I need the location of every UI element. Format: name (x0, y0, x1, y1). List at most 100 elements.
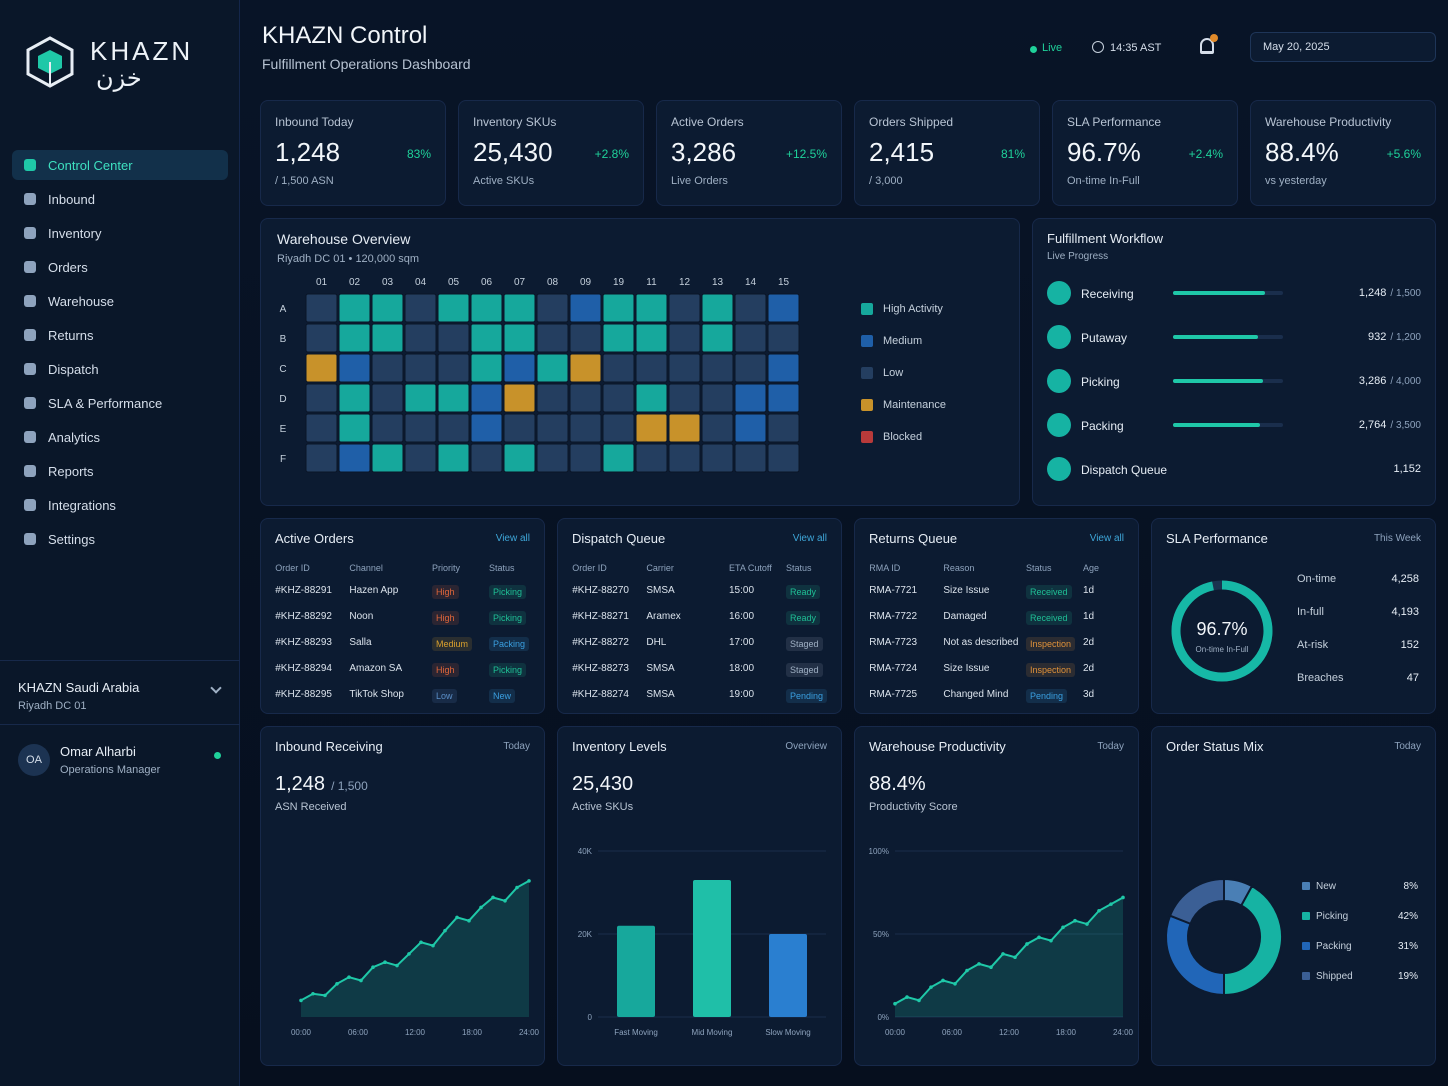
status-badge: Staged (786, 637, 823, 651)
legend-swatch (861, 335, 873, 347)
chart-card: Inbound Receiving Today 1,248 / 1,500 ASN Re… (260, 726, 545, 1066)
legend-label: New (1316, 881, 1337, 892)
heatmap-cell (305, 383, 338, 413)
heatmap-cell (503, 293, 536, 323)
status-badge: High (432, 585, 459, 599)
nav-item[interactable]: SLA & Performance (12, 388, 228, 418)
status-badge: Picking (489, 611, 527, 625)
column-label: 12 (679, 277, 691, 288)
step-total: / 1,500 (1390, 288, 1421, 299)
current-time: 14:35 AST (1110, 42, 1162, 54)
table-cell: #KHZ-88272 (572, 637, 629, 648)
step-total: / 1,200 (1390, 332, 1421, 343)
chart: 100% 50% 0% 00:00 06:00 12:00 18:00 24:00 (869, 847, 1134, 1037)
kpi-change: +2.8% (594, 147, 629, 161)
column-label: 01 (316, 277, 328, 288)
date-picker[interactable]: May 20, 2025 (1250, 32, 1436, 62)
gauge-arc (1171, 580, 1273, 682)
status-badge: Packing (489, 637, 530, 651)
stat-value: 47 (1406, 672, 1419, 684)
heatmap-cell (404, 413, 437, 443)
status-badge: Staged (786, 663, 823, 677)
nav-item[interactable]: Dispatch (12, 354, 228, 384)
legend-label: Picking (1316, 911, 1348, 922)
kpi-sub: Active SKUs (473, 175, 535, 187)
card-subtitle: Riyadh DC 01 • 120,000 sqm (277, 253, 420, 265)
progress-bar (1173, 335, 1259, 339)
view-all-link[interactable]: View all (495, 533, 530, 544)
heatmap-cell (635, 293, 668, 323)
heatmap-cell (635, 353, 668, 383)
table-cell: Damaged (943, 611, 987, 622)
nav-label: Settings (48, 532, 95, 547)
point (1109, 902, 1113, 906)
status-badge: Pending (1026, 689, 1068, 703)
page-subtitle: Fulfillment Operations Dashboard (262, 56, 471, 72)
table-cell: SMSA (646, 663, 675, 674)
legend-swatch (861, 431, 873, 443)
point (371, 965, 375, 969)
nav-item[interactable]: Control Center (12, 150, 228, 180)
table-cell: #KHZ-88273 (572, 663, 629, 674)
point (1097, 908, 1101, 913)
heatmap-cell (701, 293, 734, 323)
point (1025, 942, 1029, 946)
nav-item[interactable]: Orders (12, 252, 228, 282)
point (977, 962, 981, 966)
step-icon (1047, 325, 1071, 349)
heatmap-cell (536, 293, 569, 323)
table-cell: Amazon SA (349, 663, 403, 674)
x-tick-label: 12:00 (999, 1028, 1020, 1037)
nav-item[interactable]: Inbound (12, 184, 228, 214)
table-cell: RMA-7724 (869, 663, 918, 674)
view-all-link[interactable]: View all (1089, 533, 1124, 544)
nav-icon (24, 261, 36, 273)
nav-item[interactable]: Settings (12, 524, 228, 554)
view-all-link[interactable]: View all (792, 533, 827, 544)
heatmap-cell (602, 293, 635, 323)
kpi-change: +5.6% (1386, 147, 1421, 161)
kpi-label: SLA Performance (1067, 115, 1162, 129)
headline-caption: Productivity Score (869, 801, 958, 813)
heatmap-cell (470, 353, 503, 383)
kpi-card: Inventory SKUs 25,430 Active SKUs +2.8% (458, 100, 644, 206)
status-badge: Pending (786, 689, 828, 703)
column-label: 03 (382, 277, 394, 288)
heatmap-cell (668, 443, 701, 473)
column-header: Reason (943, 563, 975, 573)
nav-item[interactable]: Analytics (12, 422, 228, 452)
status-badge: Inspection (1026, 663, 1076, 677)
column-label: 06 (481, 277, 493, 288)
line (894, 896, 1124, 1005)
point (311, 991, 315, 996)
step-count: 1,248/ 1,500 (1359, 287, 1421, 299)
status-badge: Ready (786, 585, 821, 599)
nav-item[interactable]: Inventory (12, 218, 228, 248)
kpi-value: 1,248 (275, 137, 341, 167)
nav-item[interactable]: Reports (12, 456, 228, 486)
x-tick-label: 00:00 (885, 1028, 906, 1037)
org-switch[interactable] (210, 682, 222, 694)
nav-item[interactable]: Returns (12, 320, 228, 350)
nav-item[interactable]: Integrations (12, 490, 228, 520)
nav-label: Orders (48, 260, 88, 275)
notifications[interactable] (1200, 38, 1214, 54)
heatmap-cell (767, 353, 800, 383)
legend-swatch (1302, 972, 1310, 980)
kpi-label: Warehouse Productivity (1265, 115, 1392, 129)
point (455, 915, 459, 920)
nav-icon (24, 533, 36, 545)
table-cell: #KHZ-88270 (572, 585, 629, 596)
date-label: May 20, 2025 (1263, 41, 1330, 53)
nav-item[interactable]: Warehouse (12, 286, 228, 316)
status-badge: Inspection (1026, 637, 1076, 651)
heatmap-cell (635, 443, 668, 473)
point (1073, 918, 1077, 923)
status-badge: Picking (489, 585, 527, 599)
row-label: A (280, 304, 287, 315)
nav-label: Inventory (48, 226, 102, 241)
table-cell: #KHZ-88271 (572, 611, 629, 622)
clock-icon (1092, 41, 1104, 53)
table-cell: 2d (1083, 637, 1095, 648)
point (383, 960, 387, 965)
